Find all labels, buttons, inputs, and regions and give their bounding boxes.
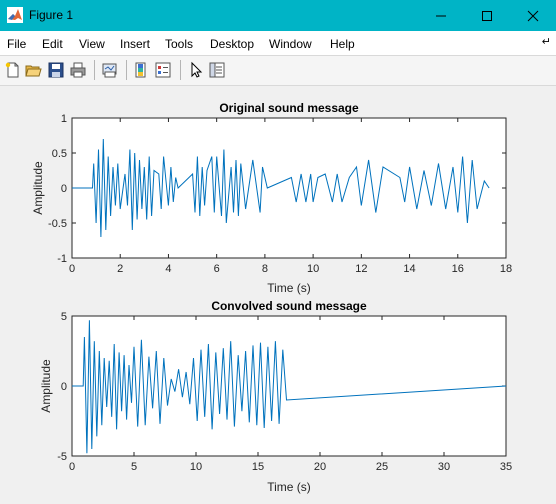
x-tick-label: 15 — [252, 461, 264, 473]
x-tick-label: 10 — [307, 263, 319, 275]
axes-title: Convolved sound message — [211, 299, 367, 313]
menu-tools[interactable]: Tools — [165, 37, 194, 51]
new-figure-icon — [5, 62, 19, 78]
x-tick-label: 2 — [117, 263, 123, 275]
toolbar-separator — [126, 60, 127, 80]
maximize-button[interactable] — [464, 0, 510, 31]
menu-view[interactable]: View — [79, 37, 105, 51]
x-tick-label: 5 — [131, 461, 137, 473]
property-inspector-icon — [209, 62, 225, 78]
open-file-button[interactable] — [24, 61, 42, 79]
menu-bar: File Edit View Insert Tools Desktop Wind… — [0, 31, 556, 55]
y-tick-label: 5 — [61, 311, 67, 323]
insert-colorbar-button[interactable] — [132, 61, 150, 79]
print-button[interactable] — [69, 61, 87, 79]
axes-original[interactable]: Original sound message Time (s) Amplitud… — [31, 101, 512, 295]
figure-svg: Original sound message Time (s) Amplitud… — [31, 101, 512, 494]
menu-window[interactable]: Window — [269, 37, 312, 51]
x-tick-label: 0 — [69, 461, 75, 473]
x-tick-label: 20 — [314, 461, 326, 473]
minimize-icon — [436, 15, 446, 17]
edit-plot-arrow-icon — [191, 61, 203, 78]
x-tick-label: 12 — [355, 263, 367, 275]
save-button[interactable] — [47, 61, 65, 79]
x-tick-label: 30 — [438, 461, 450, 473]
y-tick-label: 0 — [61, 183, 67, 195]
menu-help[interactable]: Help — [330, 37, 355, 51]
x-tick-label: 4 — [165, 263, 171, 275]
menu-insert[interactable]: Insert — [120, 37, 151, 51]
title-bar: Figure 1 — [0, 0, 556, 31]
menu-file[interactable]: File — [7, 37, 27, 51]
x-tick-label: 16 — [452, 263, 464, 275]
x-axis-label: Time (s) — [267, 281, 311, 295]
minimize-button[interactable] — [418, 0, 464, 31]
axes-convolved[interactable]: Convolved sound message Time (s) Amplitu… — [39, 299, 512, 494]
toolbar-separator — [180, 60, 181, 80]
x-tick-label: 14 — [403, 263, 415, 275]
insert-legend-button[interactable] — [154, 61, 172, 79]
print-icon — [70, 62, 86, 78]
matlab-logo-icon — [7, 7, 23, 23]
save-icon — [48, 62, 64, 78]
maximize-icon — [482, 11, 492, 21]
link-plot-icon — [102, 63, 117, 78]
property-inspector-button[interactable] — [208, 61, 226, 79]
y-axis-label: Amplitude — [39, 359, 53, 413]
window-title: Figure 1 — [29, 8, 74, 22]
new-figure-button[interactable] — [4, 61, 22, 79]
y-axis-label: Amplitude — [31, 161, 45, 215]
arrow-icon[interactable]: ↵ — [541, 36, 551, 48]
y-tick-label: 0.5 — [52, 148, 67, 160]
series-line — [72, 138, 490, 238]
x-tick-label: 10 — [190, 461, 202, 473]
open-file-icon — [25, 65, 42, 77]
link-plot-button[interactable] — [101, 61, 119, 79]
close-button[interactable] — [510, 0, 556, 31]
x-tick-label: 8 — [262, 263, 268, 275]
series-line — [72, 320, 507, 454]
x-tick-label: 0 — [69, 263, 75, 275]
toolbar-separator — [94, 60, 95, 80]
edit-plot-button[interactable] — [187, 61, 205, 79]
x-tick-label: 25 — [376, 461, 388, 473]
y-tick-label: -1 — [57, 253, 67, 265]
close-icon — [527, 10, 539, 22]
x-axis-label: Time (s) — [267, 480, 311, 494]
menu-edit[interactable]: Edit — [42, 37, 63, 51]
figure-toolbar — [0, 55, 556, 86]
colorbar-icon — [135, 62, 146, 78]
y-tick-label: -5 — [57, 451, 67, 463]
x-tick-label: 6 — [214, 263, 220, 275]
figure-canvas: Original sound message Time (s) Amplitud… — [0, 86, 556, 499]
y-tick-label: 0 — [61, 381, 67, 393]
x-tick-label: 35 — [500, 461, 512, 473]
menu-desktop[interactable]: Desktop — [210, 37, 255, 51]
y-tick-label: -0.5 — [48, 218, 67, 230]
axes-title: Original sound message — [219, 101, 359, 115]
legend-icon — [155, 62, 171, 78]
y-tick-label: 1 — [61, 113, 67, 125]
x-tick-label: 18 — [500, 263, 512, 275]
